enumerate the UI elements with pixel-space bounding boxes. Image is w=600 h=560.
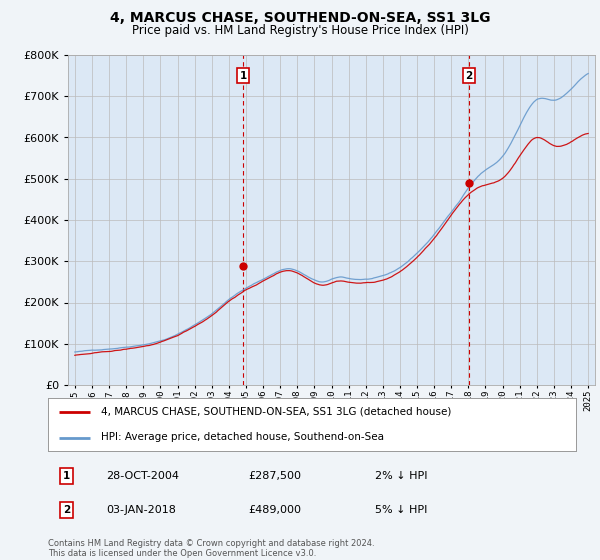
Text: Price paid vs. HM Land Registry's House Price Index (HPI): Price paid vs. HM Land Registry's House …: [131, 24, 469, 36]
Text: £287,500: £287,500: [248, 471, 302, 481]
Text: Contains HM Land Registry data © Crown copyright and database right 2024.
This d: Contains HM Land Registry data © Crown c…: [48, 539, 374, 558]
Text: 4, MARCUS CHASE, SOUTHEND-ON-SEA, SS1 3LG: 4, MARCUS CHASE, SOUTHEND-ON-SEA, SS1 3L…: [110, 11, 490, 25]
Text: 03-JAN-2018: 03-JAN-2018: [106, 505, 176, 515]
Text: 1: 1: [63, 471, 70, 481]
Text: 5% ↓ HPI: 5% ↓ HPI: [376, 505, 428, 515]
Text: 1: 1: [239, 71, 247, 81]
Text: 28-OCT-2004: 28-OCT-2004: [106, 471, 179, 481]
Text: 2% ↓ HPI: 2% ↓ HPI: [376, 471, 428, 481]
Text: £489,000: £489,000: [248, 505, 302, 515]
Text: 2: 2: [466, 71, 473, 81]
Text: HPI: Average price, detached house, Southend-on-Sea: HPI: Average price, detached house, Sout…: [101, 432, 384, 442]
Text: 4, MARCUS CHASE, SOUTHEND-ON-SEA, SS1 3LG (detached house): 4, MARCUS CHASE, SOUTHEND-ON-SEA, SS1 3L…: [101, 407, 451, 417]
Text: 2: 2: [63, 505, 70, 515]
